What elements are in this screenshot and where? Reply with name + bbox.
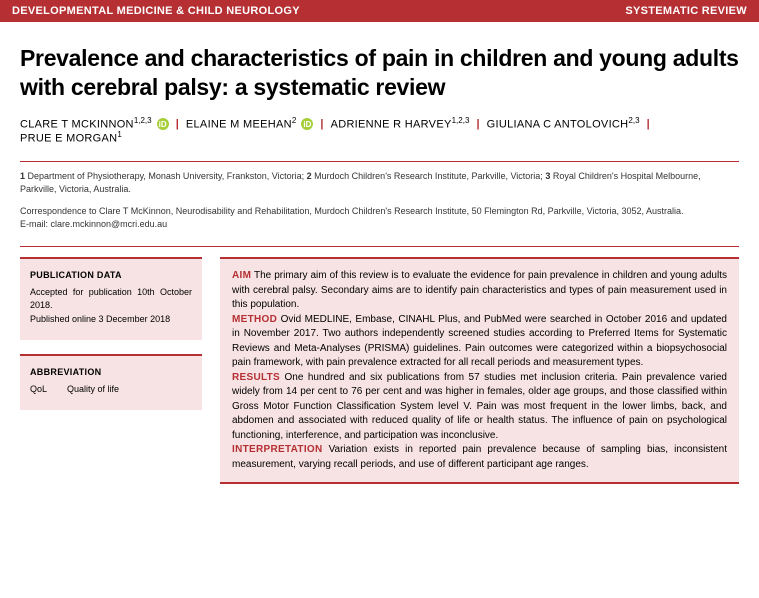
author-separator: | [647, 118, 650, 130]
author-sup: 1,2,3 [134, 116, 152, 125]
author-sup: 1,2,3 [452, 116, 470, 125]
author-name: CLARE T MCKINNON [20, 118, 134, 130]
article-type-label: SYSTEMATIC REVIEW [625, 5, 747, 17]
pubdata-heading: PUBLICATION DATA [30, 269, 192, 283]
aim-text: The primary aim of this review is to eva… [232, 270, 727, 310]
author-name: PRUE E MORGAN [20, 133, 117, 145]
author-sup: 2 [292, 116, 296, 125]
method-heading: METHOD [232, 314, 277, 325]
journal-header-bar: DEVELOPMENTAL MEDICINE & CHILD NEUROLOGY… [0, 0, 759, 22]
abbreviation-short: QoL [30, 383, 47, 397]
correspondence-line: Correspondence to Clare T McKinnon, Neur… [20, 205, 739, 218]
authors-row: CLARE T MCKINNON1,2,3 iD | ELAINE M MEEH… [0, 116, 759, 155]
abbreviation-heading: ABBREVIATION [30, 366, 192, 380]
abbreviation-box: ABBREVIATION QoL Quality of life [20, 354, 202, 410]
main-content-row: PUBLICATION DATA Accepted for publicatio… [0, 247, 759, 504]
author-sup: 1 [117, 130, 121, 139]
author-name: GIULIANA C ANTOLOVICH [487, 118, 629, 130]
correspondence-block: Correspondence to Clare T McKinnon, Neur… [0, 201, 759, 240]
author-name: ELAINE M MEEHAN [186, 118, 292, 130]
affiliations-block: 1 Department of Physiotherapy, Monash Un… [0, 162, 759, 201]
author-sup: 2,3 [628, 116, 639, 125]
pubdata-published: Published online 3 December 2018 [30, 313, 192, 327]
orcid-icon: iD [301, 118, 313, 130]
author-separator: | [476, 118, 479, 130]
pubdata-accepted: Accepted for publication 10th October 20… [30, 286, 192, 313]
author-separator: | [320, 118, 323, 130]
title-block: Prevalence and characteristics of pain i… [0, 22, 759, 116]
left-sidebar: PUBLICATION DATA Accepted for publicatio… [20, 257, 202, 484]
interpretation-heading: INTERPRETATION [232, 444, 323, 455]
affil-text: Department of Physiotherapy, Monash Univ… [25, 171, 307, 181]
publication-data-box: PUBLICATION DATA Accepted for publicatio… [20, 257, 202, 340]
author-name: ADRIENNE R HARVEY [331, 118, 452, 130]
abstract-box: AIM The primary aim of this review is to… [220, 257, 739, 484]
results-heading: RESULTS [232, 372, 280, 383]
abbreviation-full: Quality of life [67, 383, 119, 397]
author-separator: | [176, 118, 179, 130]
orcid-icon: iD [157, 118, 169, 130]
correspondence-email: E-mail: clare.mckinnon@mcri.edu.au [20, 218, 739, 231]
affil-text: Murdoch Children's Research Institute, P… [312, 171, 546, 181]
results-text: One hundred and six publications from 57… [232, 372, 727, 441]
journal-name: DEVELOPMENTAL MEDICINE & CHILD NEUROLOGY [12, 5, 300, 17]
aim-heading: AIM [232, 270, 251, 281]
method-text: Ovid MEDLINE, Embase, CINAHL Plus, and P… [232, 314, 727, 369]
article-title: Prevalence and characteristics of pain i… [20, 44, 739, 102]
